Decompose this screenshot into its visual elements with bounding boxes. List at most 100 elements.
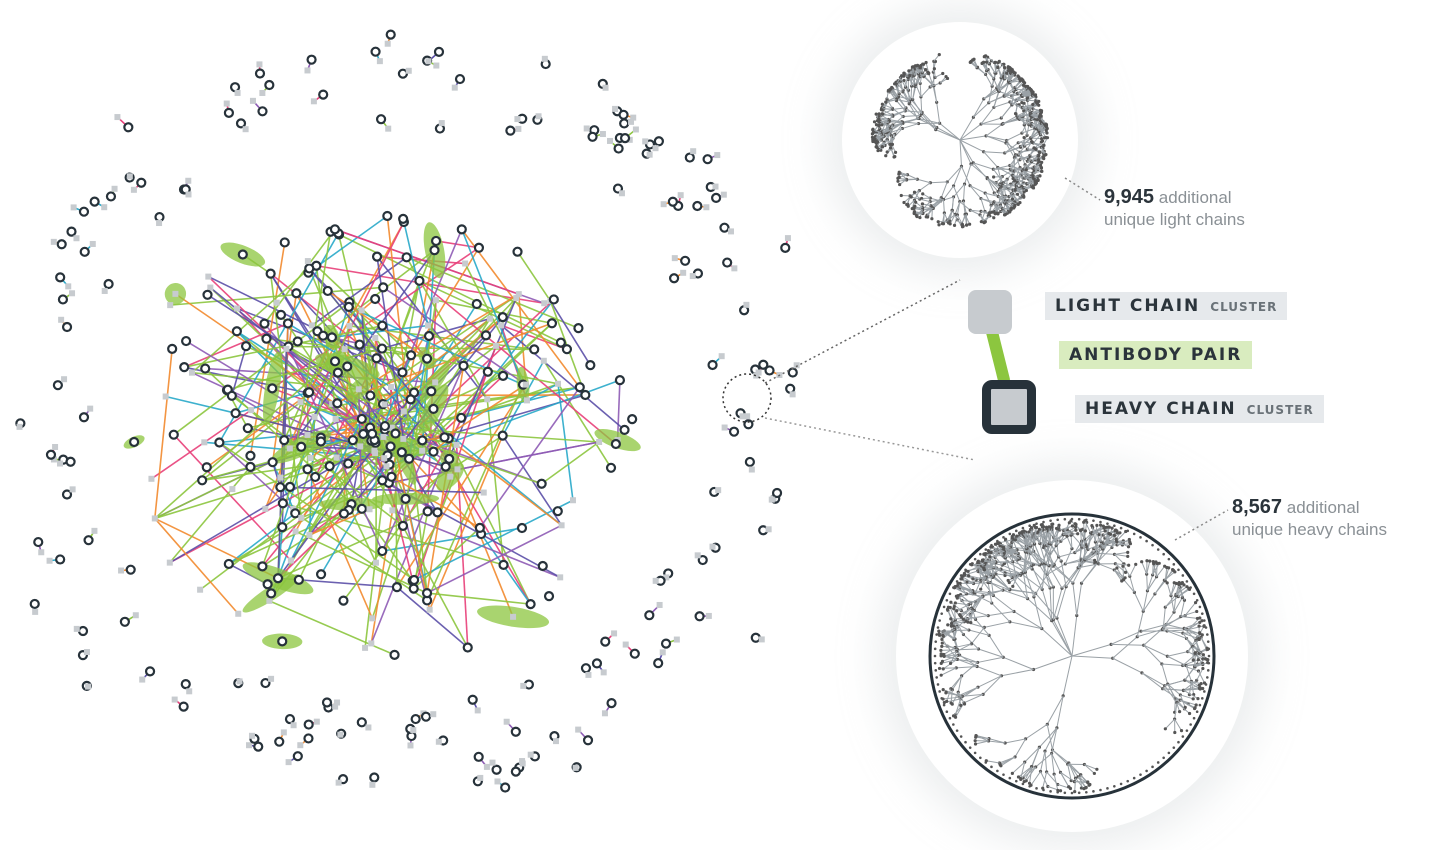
light-chain-node <box>229 486 236 493</box>
tree-branch <box>1084 764 1095 774</box>
tree-branch <box>1026 159 1036 168</box>
tree-leaf <box>933 647 937 651</box>
tree-branch <box>985 135 1007 144</box>
light-chain-node <box>743 301 750 308</box>
tree-node <box>1140 560 1144 564</box>
tree-branch <box>959 123 982 141</box>
heavy-chain-node <box>376 343 388 354</box>
pair-edge <box>280 486 484 494</box>
tree-branch <box>957 675 963 693</box>
tree-branch <box>1081 530 1086 548</box>
tree-boundary <box>928 512 1216 800</box>
tree-branch <box>931 197 942 209</box>
tree-branch <box>997 67 1002 78</box>
heavy-chain-node <box>223 558 234 570</box>
tree-branch <box>956 666 978 669</box>
pair-edge <box>169 436 384 564</box>
heavy-chain-node <box>386 471 397 482</box>
tree-branch <box>1137 628 1163 638</box>
tree-branch <box>1156 563 1158 577</box>
tree-branch <box>1102 534 1111 550</box>
tree-branch <box>941 658 958 664</box>
legend-light-label: LIGHT CHAIN <box>1055 296 1201 316</box>
tree-leaf <box>1042 788 1045 792</box>
tree-branch <box>1198 670 1205 684</box>
heavy-chain-node <box>771 487 783 499</box>
tree-branch <box>993 91 1000 108</box>
tree-node <box>1073 790 1077 794</box>
heavy-chain-tree <box>928 512 1216 800</box>
heavy-chain-node <box>237 249 248 260</box>
tree-node <box>1103 529 1107 533</box>
tree-leaf <box>990 543 993 547</box>
tree-node <box>905 202 909 207</box>
tree-leaf <box>1207 654 1211 658</box>
heavy-chain-node <box>318 330 329 341</box>
light-chain-node <box>540 357 547 364</box>
heavy-chain-node <box>358 428 369 440</box>
tree-branch <box>972 98 985 118</box>
heavy-chain-node <box>29 598 40 610</box>
pair-edge <box>295 530 428 594</box>
tree-node <box>924 60 928 65</box>
tree-node <box>1044 122 1048 126</box>
tree-leaf <box>1113 524 1116 528</box>
tree-branch <box>971 627 985 645</box>
legend-light-chain: LIGHT CHAIN CLUSTER <box>1045 292 1288 320</box>
tree-node <box>1173 730 1177 735</box>
heavy-chain-node <box>474 522 485 533</box>
tree-branch <box>885 99 897 103</box>
tree-node <box>948 661 953 665</box>
tree-branch <box>1024 572 1035 598</box>
tree-node <box>1038 174 1042 178</box>
tree-leaf <box>1207 661 1211 665</box>
tree-node <box>931 206 935 210</box>
tree-node <box>989 550 993 555</box>
tree-branch <box>1097 543 1108 563</box>
light-chain-node <box>306 531 313 538</box>
tree-branch <box>909 75 917 85</box>
heavy-chain-node <box>512 246 523 257</box>
tree-branch <box>953 166 962 187</box>
heavy-chain-node <box>332 367 344 378</box>
heavy-chain-node <box>367 428 378 439</box>
tree-node <box>896 179 900 183</box>
tree-leaf <box>1172 746 1176 749</box>
pair-edge <box>322 249 435 337</box>
tree-leaf <box>1198 703 1202 707</box>
tree-branch <box>1033 134 1041 144</box>
light-chain-node <box>148 475 155 482</box>
tree-branch <box>1094 525 1098 543</box>
tree-branch <box>889 89 898 98</box>
light-chain-node <box>652 577 659 584</box>
tree-branch <box>1053 524 1060 538</box>
tree-node <box>941 688 945 692</box>
tree-branch <box>915 73 920 85</box>
heavy-chain-node <box>293 574 304 585</box>
tree-branch <box>932 199 944 209</box>
tree-branch <box>1015 177 1025 186</box>
tree-leaf <box>933 654 937 658</box>
tree-branch <box>1081 562 1099 584</box>
light-chain-node <box>558 522 565 529</box>
light-chain-node <box>703 204 710 211</box>
tree-branch <box>988 610 1015 617</box>
heavy-chain-node <box>277 521 288 533</box>
heavy-chain-node <box>585 360 596 371</box>
heavy-chain-node <box>55 554 66 565</box>
light-chain-node <box>355 386 362 393</box>
tree-node <box>1002 65 1007 70</box>
light-chain-node <box>341 346 348 353</box>
light-chain-node <box>419 447 426 454</box>
tree-branch <box>1174 702 1178 720</box>
light-chain-node <box>372 334 379 341</box>
light-chain-node <box>718 353 725 360</box>
tree-node <box>1105 525 1109 529</box>
tree-node <box>1007 580 1011 585</box>
heavy-chain-node <box>702 154 713 165</box>
tree-leaf <box>979 552 982 556</box>
tree-branch <box>959 201 971 211</box>
tree-branch <box>902 118 920 123</box>
tree-node <box>1193 600 1198 605</box>
tree-node <box>921 192 925 196</box>
